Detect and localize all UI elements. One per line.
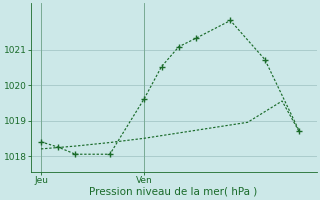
X-axis label: Pression niveau de la mer( hPa ): Pression niveau de la mer( hPa ) — [90, 187, 258, 197]
